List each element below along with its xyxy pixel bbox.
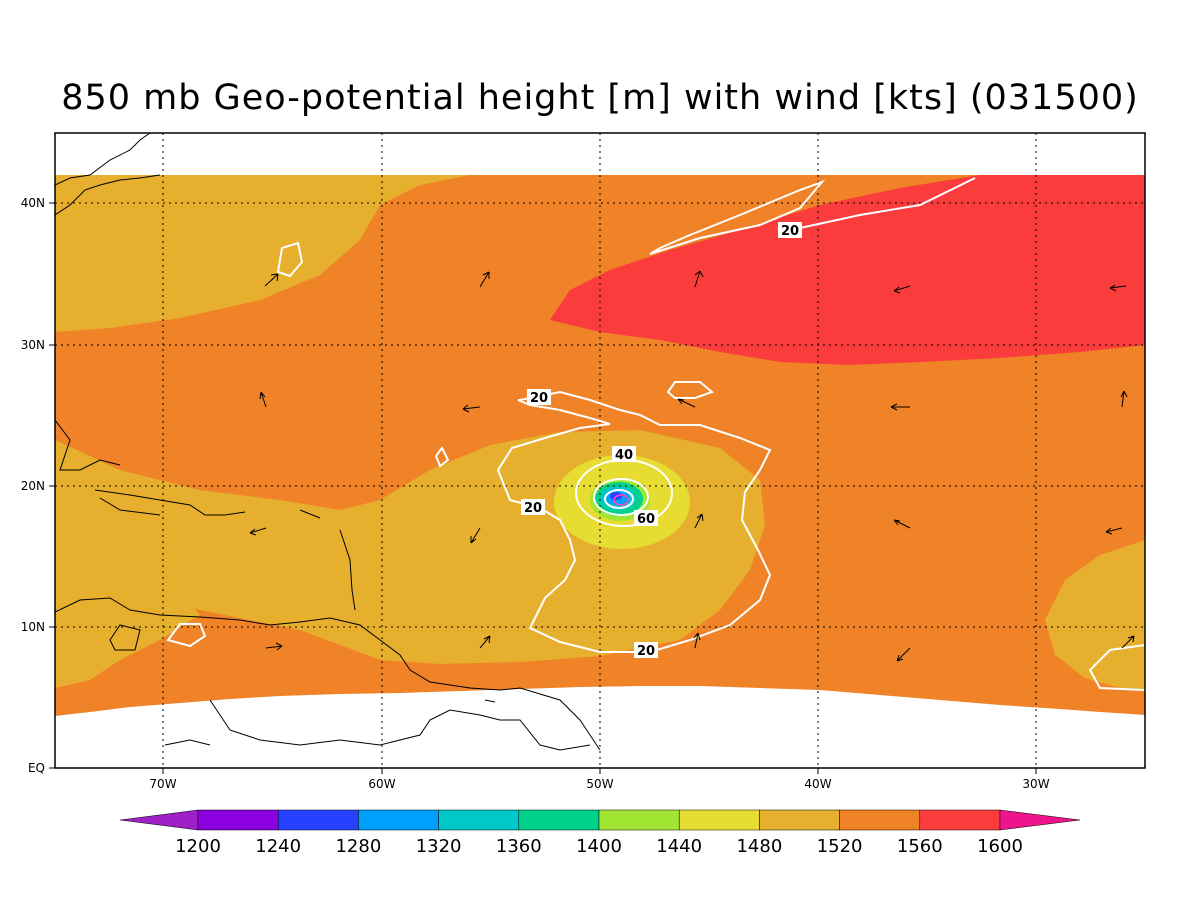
lat-label: 40N [21, 196, 45, 210]
contour-label: 60 [637, 512, 655, 527]
contour-20-southwest [166, 623, 207, 648]
coastlines [55, 133, 601, 751]
colorbar-level-label: 1200 [175, 836, 221, 857]
fill-1520-east [1045, 540, 1145, 690]
contour-20-small [276, 241, 304, 278]
colorbar-level-label: 1400 [576, 836, 622, 857]
wind-arrow [462, 404, 481, 413]
lon-label: 30W [1022, 777, 1049, 791]
wind-vectors [249, 270, 1135, 662]
wind-arrow [264, 273, 279, 287]
wind-arrow [677, 398, 696, 408]
colorbar-swatch [678, 809, 760, 831]
colorbar-level-label: 1320 [416, 836, 462, 857]
colorbar-swatch [518, 809, 600, 831]
graticule [55, 133, 1145, 768]
colorbar-level-label: 1240 [255, 836, 301, 857]
lon-label: 50W [586, 777, 613, 791]
colorbar-level-label: 1440 [656, 836, 702, 857]
colorbar-level-label: 1280 [335, 836, 381, 857]
wind-arrow [249, 527, 267, 536]
wind-arrow [265, 642, 283, 651]
contour-label: 20 [781, 224, 799, 239]
contour-label: 20 [637, 644, 655, 659]
wind-arrow [470, 527, 481, 544]
contour-labels: 20 20 40 60 20 20 [521, 222, 802, 659]
colorbar-level-label: 1600 [977, 836, 1023, 857]
wind-arrow [896, 647, 911, 662]
colorbar-arrow-high [999, 809, 1081, 831]
wind-arrow [694, 513, 704, 529]
colorbar: 1200 1240 1280 1320 1360 1400 1440 1480 1520 1560… [119, 809, 1081, 857]
wind-arrow [693, 632, 701, 649]
wind-arrow [1109, 284, 1127, 292]
contour-20-main [496, 390, 772, 653]
contour-20-north [649, 179, 826, 255]
contour-20-east [1088, 644, 1145, 691]
colorbar-level-label: 1480 [736, 836, 782, 857]
colorbar-swatch [759, 809, 840, 831]
height-field: 20 20 40 60 20 20 [55, 133, 1145, 768]
lat-label: 30N [21, 338, 45, 352]
colorbar-level-label: 1560 [897, 836, 943, 857]
lon-label: 60W [368, 777, 395, 791]
colorbar-level-label: 1360 [496, 836, 542, 857]
colorbar-level-label: 1520 [817, 836, 863, 857]
contour-label: 40 [615, 448, 633, 463]
lat-label: EQ [28, 761, 45, 775]
lon-label: 70W [149, 777, 176, 791]
contour-label: 20 [530, 391, 548, 406]
wind-arrow [1121, 635, 1135, 649]
colorbar-swatch [358, 809, 439, 831]
fill-1600 [550, 175, 1145, 365]
lat-label: 10N [21, 620, 45, 634]
fill-1520-nw [55, 175, 470, 332]
colorbar-swatch [839, 809, 921, 831]
lon-label: 40W [804, 777, 831, 791]
contour-20-island [666, 381, 714, 399]
colorbar-arrow-low [119, 809, 199, 831]
map-title: 850 mb Geo-potential height [m] with win… [61, 78, 1139, 118]
fill-1520-southwest [55, 560, 200, 688]
wind-arrow [890, 403, 910, 411]
wind-arrow [893, 285, 911, 294]
colorbar-swatch [598, 809, 680, 831]
wind-arrow [479, 635, 491, 649]
wind-arrow [893, 519, 911, 529]
contour-20-west [434, 446, 450, 468]
colorbar-swatch [438, 809, 520, 831]
cyclone-center [613, 494, 629, 506]
colorbar-swatch [919, 809, 1001, 831]
ticks [49, 202, 1037, 774]
contour-20-northeast [799, 177, 976, 229]
colorbar-swatch [277, 809, 359, 831]
wind-contours [166, 177, 1145, 691]
wind-arrow [259, 391, 267, 408]
contour-label: 20 [524, 501, 542, 516]
wind-arrow [479, 271, 490, 288]
wind-arrow [1105, 527, 1123, 535]
wind-arrow [1120, 390, 1128, 408]
wind-arrow [694, 270, 704, 288]
longitude-labels: 70W 60W 50W 40W 30W [149, 777, 1049, 791]
latitude-labels: EQ 10N 20N 30N 40N [21, 196, 45, 775]
colorbar-swatch [197, 809, 279, 831]
contour-60 [593, 478, 649, 516]
lat-label: 20N [21, 479, 45, 493]
